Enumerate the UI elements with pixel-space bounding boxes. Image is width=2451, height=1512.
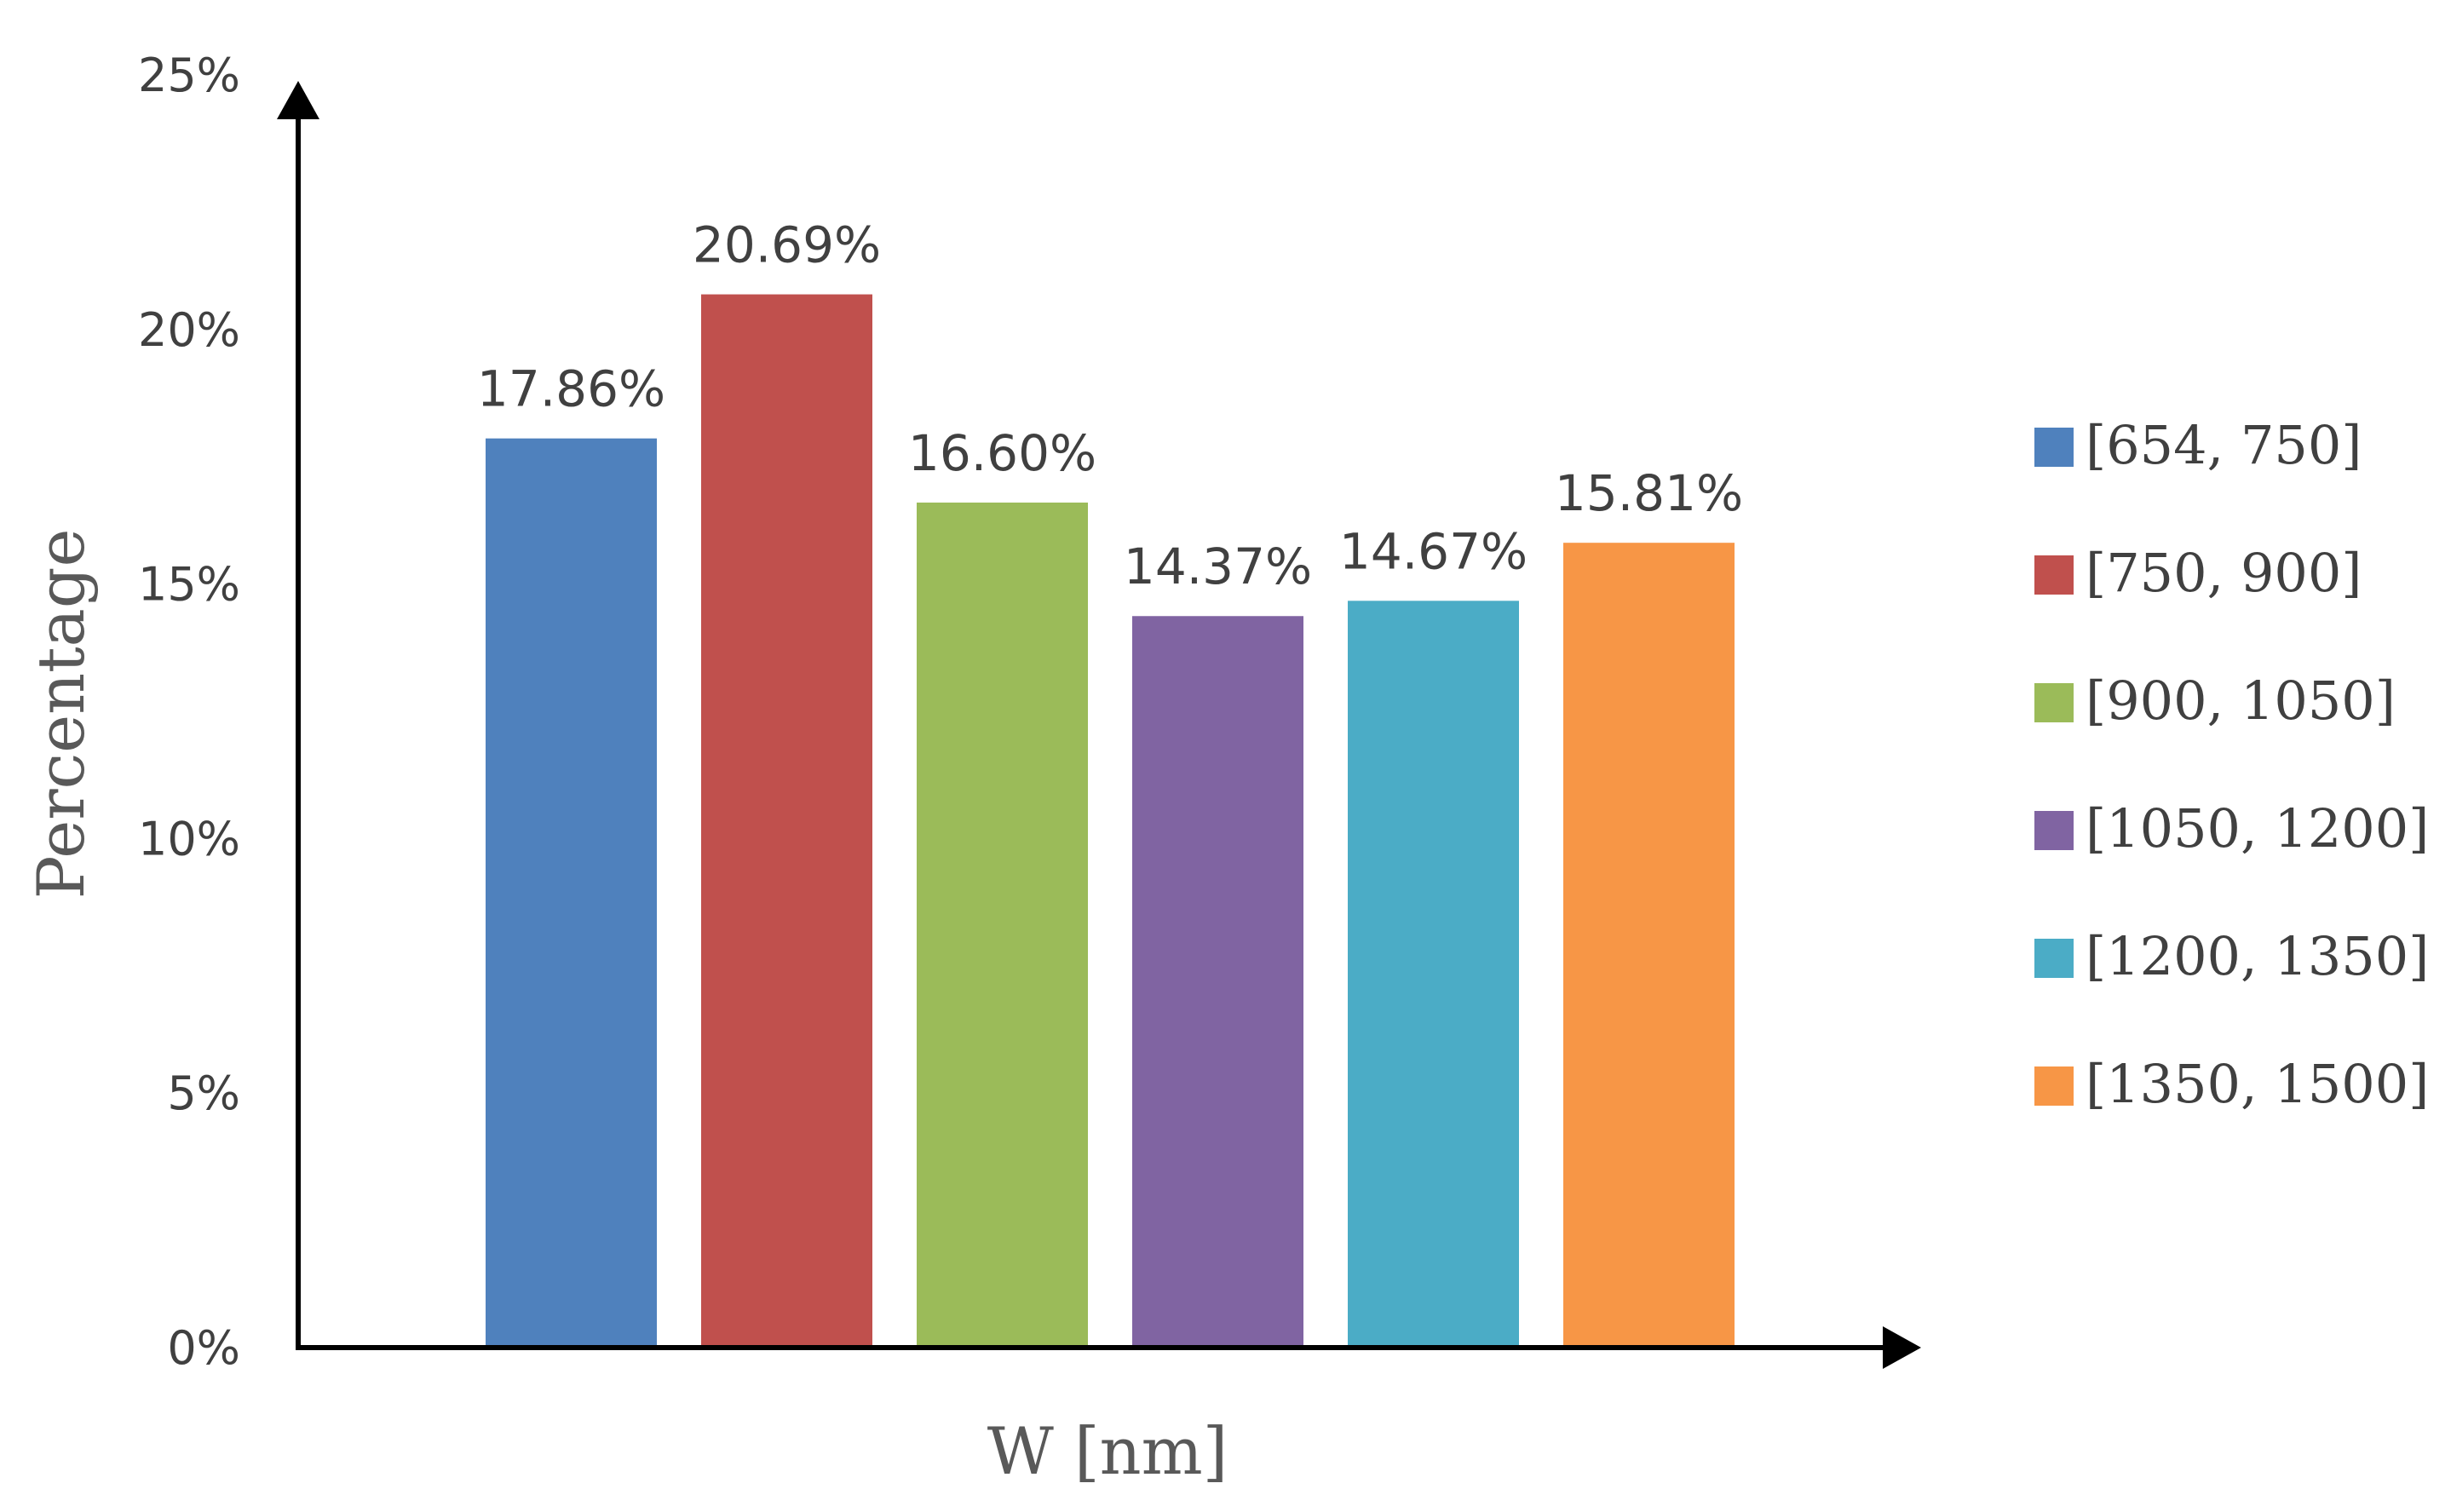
y-axis-arrow-icon [277,81,319,119]
data-label-6: 15.81% [1555,464,1743,522]
legend-label-4: [1050, 1200] [2086,797,2429,859]
y-tick-label: 5% [167,1066,240,1120]
legend-label-1: [654, 750] [2086,414,2362,476]
bar-6 [1563,543,1735,1348]
bar-3 [917,502,1088,1348]
data-labels-group: 17.86% 20.69% 16.60% 14.37% 14.67% 15.81% [477,216,1743,596]
legend-label-6: [1350, 1500] [2086,1053,2429,1115]
legend: [654, 750] [750, 900] [900, 1050] [1050, 12… [2034,414,2429,1115]
bar-5 [1348,601,1519,1348]
y-tick-label: 15% [138,558,240,612]
data-label-2: 20.69% [693,216,881,274]
legend-swatch-5 [2034,939,2074,978]
legend-label-5: [1200, 1350] [2086,925,2429,987]
bar-1 [486,438,657,1348]
x-axis-arrow-icon [1883,1326,1921,1369]
bars-group [486,294,1735,1348]
y-axis-title: Percentage [23,529,99,900]
data-label-3: 16.60% [908,424,1096,482]
bar-4 [1132,616,1303,1348]
bar-2 [701,294,872,1348]
legend-swatch-3 [2034,683,2074,722]
legend-swatch-1 [2034,428,2074,467]
y-axis-ticks: 0% 5% 10% 15% 20% 25% [138,49,240,1375]
legend-label-3: [900, 1050] [2086,670,2396,732]
legend-label-2: [750, 900] [2086,542,2362,604]
y-tick-label: 10% [138,812,240,865]
legend-swatch-6 [2034,1066,2074,1106]
y-tick-label: 25% [138,49,240,102]
y-tick-label: 0% [167,1321,240,1375]
data-label-5: 14.67% [1339,522,1528,580]
data-label-4: 14.37% [1124,538,1312,595]
legend-swatch-4 [2034,811,2074,850]
data-label-1: 17.86% [477,360,665,418]
legend-swatch-2 [2034,555,2074,595]
x-axis-title: W [nm] [987,1413,1228,1489]
y-tick-label: 20% [138,303,240,357]
